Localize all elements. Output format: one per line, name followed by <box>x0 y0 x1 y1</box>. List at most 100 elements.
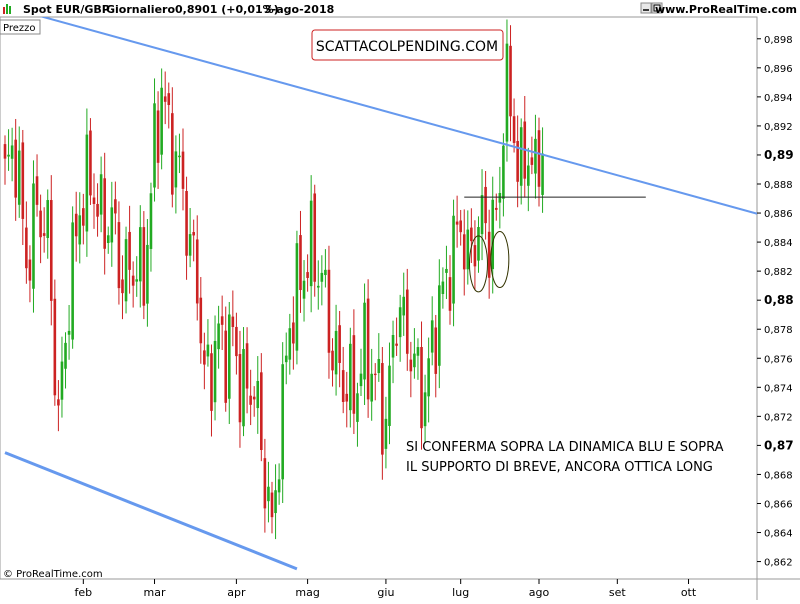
candle <box>249 369 252 426</box>
candle <box>32 160 35 313</box>
candle <box>146 219 149 327</box>
candle <box>174 135 178 214</box>
trendline-lower <box>4 451 298 571</box>
x-tick-label: feb <box>75 586 93 599</box>
candle <box>199 277 203 364</box>
maximize-icon[interactable] <box>651 2 663 14</box>
candle <box>252 386 256 417</box>
candle <box>384 396 388 469</box>
candle <box>295 230 299 365</box>
y-tick-label: 0,868 <box>764 470 793 481</box>
candle <box>498 166 502 229</box>
candle <box>39 194 42 264</box>
candle <box>28 245 32 303</box>
y-tick-label: 0,882 <box>764 267 793 278</box>
y-axis: 0,898 0,896 0,894 0,892 0,89 0,888 0,886 0,884 0… <box>757 35 794 569</box>
header-quote: 0,8901 (+0,01%) <box>175 3 279 16</box>
candle <box>210 344 213 437</box>
candle <box>445 245 448 300</box>
candle <box>224 306 228 412</box>
candle <box>10 127 14 182</box>
minimize-icon[interactable] <box>640 2 652 14</box>
header-symbol: Spot EUR/GBP <box>23 3 110 16</box>
candle <box>349 327 352 428</box>
y-tick-label: 0,898 <box>764 35 793 46</box>
candle <box>160 68 163 170</box>
x-tick-label: set <box>609 586 626 599</box>
y-tick-label: 0,888 <box>764 180 793 191</box>
candle <box>117 201 121 305</box>
x-tick-label: ago <box>529 586 550 599</box>
y-tick-label: 0,874 <box>764 383 793 394</box>
candle <box>14 118 17 221</box>
candle <box>309 175 313 313</box>
candle <box>363 283 366 405</box>
candle <box>85 108 89 257</box>
candle <box>42 207 46 253</box>
candle <box>288 313 292 375</box>
candle <box>466 210 470 285</box>
candle <box>324 249 327 288</box>
candle <box>462 209 466 296</box>
candle <box>537 117 541 207</box>
candle <box>49 175 53 326</box>
annotation-line-2: IL SUPPORTO DI BREVE, ANCORA OTTICA LONG <box>406 460 713 475</box>
candle <box>377 333 381 382</box>
candle <box>92 173 96 229</box>
candle <box>487 209 491 299</box>
candle <box>373 363 377 401</box>
header-site: www.ProRealTime.com <box>655 3 797 16</box>
candle <box>99 156 103 233</box>
candle <box>398 294 402 362</box>
candle <box>231 290 235 347</box>
candle <box>519 118 523 205</box>
candle <box>82 193 85 245</box>
candle <box>284 332 288 385</box>
x-tick-label: mag <box>295 586 319 599</box>
candle <box>405 268 409 371</box>
candle <box>455 195 459 248</box>
candle <box>206 319 210 367</box>
header-timeframe: Giornaliero <box>106 3 175 16</box>
candle <box>156 91 160 189</box>
candle <box>366 279 370 418</box>
candle <box>142 211 146 320</box>
candle <box>491 176 495 294</box>
candle <box>388 342 391 445</box>
candle <box>57 380 60 432</box>
candle <box>381 347 384 480</box>
panel-label-box <box>0 19 41 35</box>
copyright: © ProRealTime.com <box>3 569 103 580</box>
candle <box>356 382 359 447</box>
candle <box>484 170 487 240</box>
candle <box>505 19 509 162</box>
candle <box>334 304 338 396</box>
y-tick-label: 0,894 <box>764 93 793 104</box>
candle <box>96 183 99 237</box>
annotation-line-1: SI CONFERMA SOPRA LA DINAMICA BLU E SOPR… <box>406 440 724 455</box>
header-date: 3-ago-2018 <box>264 3 334 16</box>
highlight-ellipse <box>468 235 488 293</box>
x-axis: feb mar apr mag giu lug ago set ott <box>75 579 697 599</box>
candle <box>509 25 512 142</box>
y-tick-label: 0,876 <box>764 354 793 365</box>
candle <box>217 305 220 369</box>
candle <box>245 327 249 414</box>
candle <box>35 154 39 217</box>
y-tick-label: 0,886 <box>764 209 793 220</box>
candle <box>530 136 534 175</box>
candle <box>292 296 295 370</box>
y-tick-label: 0,878 <box>764 325 793 336</box>
candle <box>203 332 206 390</box>
candle <box>242 327 245 437</box>
header-bar <box>0 0 800 17</box>
x-tick-label: ott <box>681 586 697 599</box>
candle <box>395 317 398 356</box>
candle <box>103 152 106 275</box>
candle <box>523 95 527 198</box>
candle <box>534 114 537 199</box>
candle <box>527 147 530 212</box>
candle <box>480 169 484 261</box>
candle <box>74 191 78 262</box>
